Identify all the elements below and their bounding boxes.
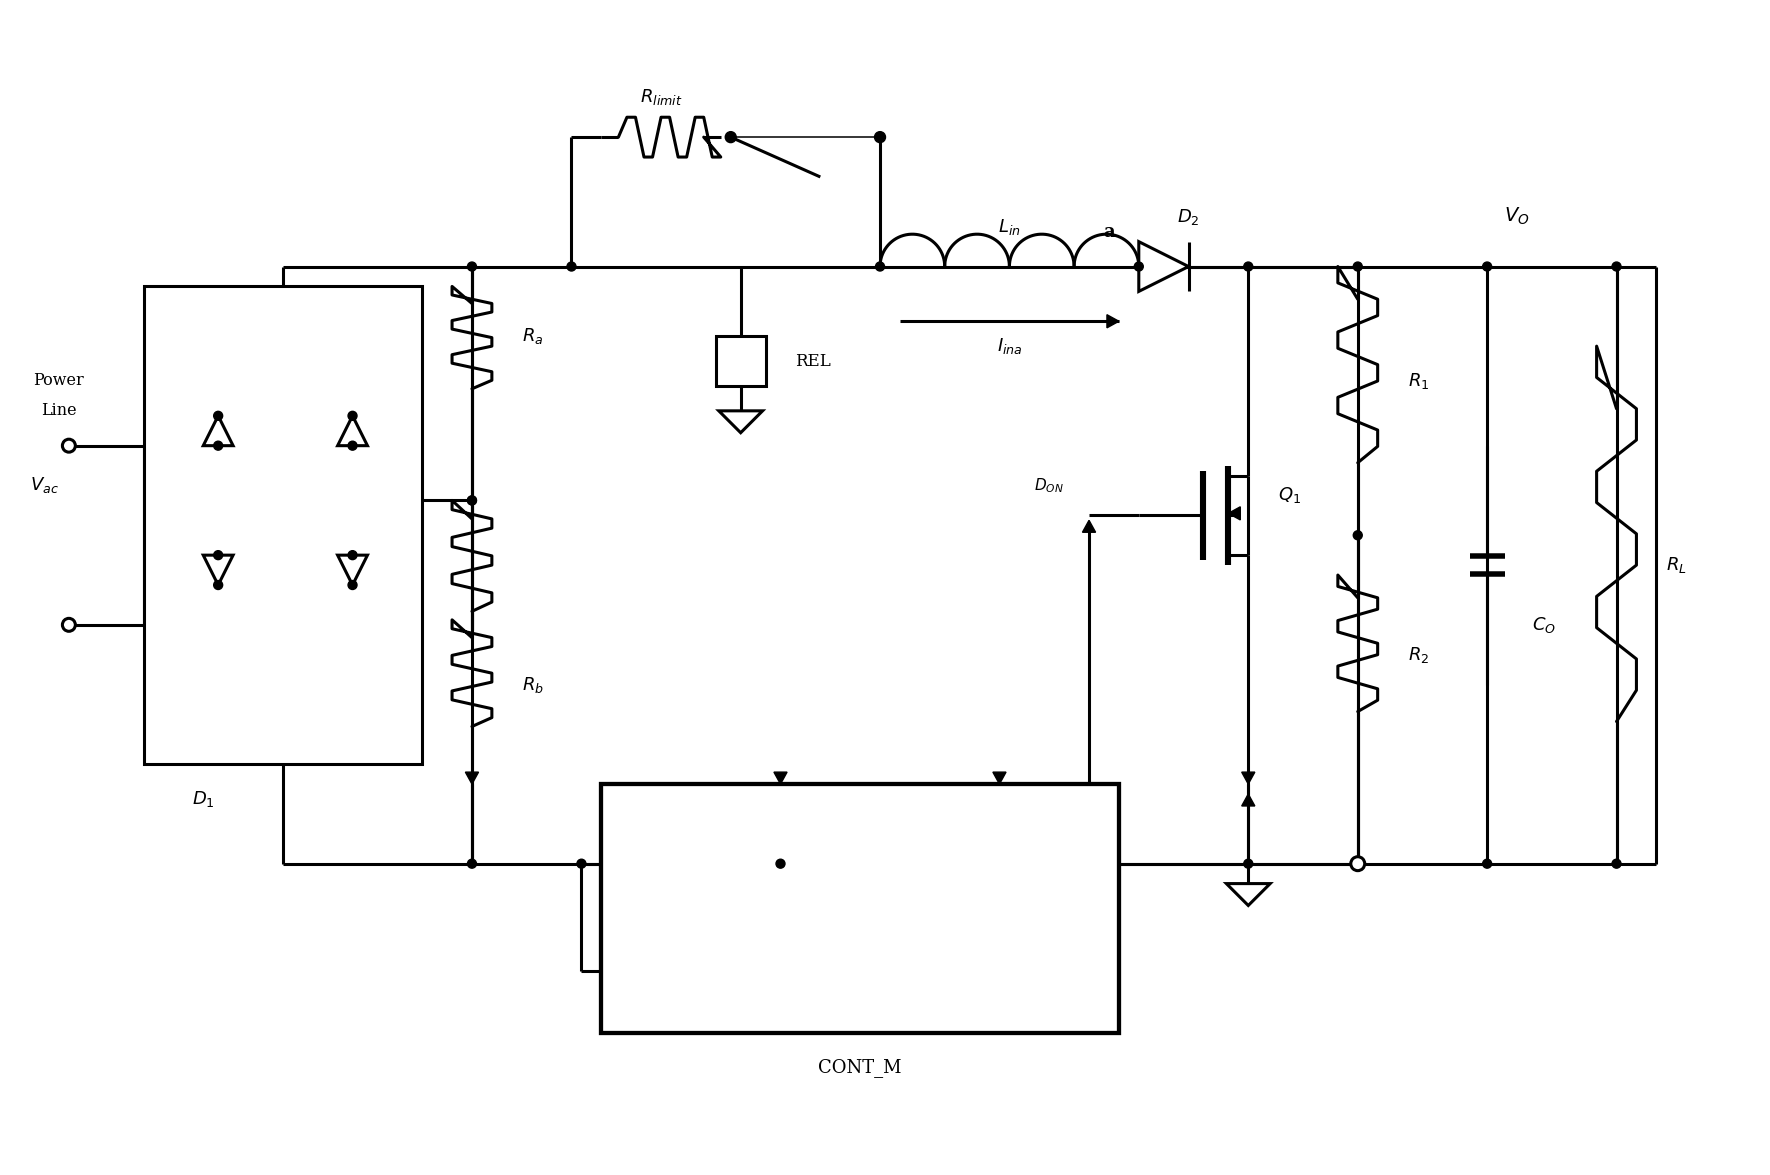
Text: $D_{ON}$: $D_{ON}$ [1034, 476, 1064, 495]
Bar [602, 784, 1119, 1033]
Text: $I_{ina}$: $I_{ina}$ [997, 336, 1023, 356]
Text: $Q_1$: $Q_1$ [1278, 485, 1301, 505]
Circle shape [214, 441, 223, 450]
Polygon shape [1138, 242, 1189, 291]
Polygon shape [204, 555, 234, 585]
Polygon shape [1106, 315, 1119, 328]
Circle shape [1354, 859, 1363, 868]
Circle shape [467, 859, 476, 868]
Circle shape [349, 441, 358, 450]
Polygon shape [466, 772, 478, 784]
Text: $R_{limit}$: $R_{limit}$ [639, 87, 683, 107]
Circle shape [1351, 857, 1365, 871]
Polygon shape [338, 416, 368, 445]
Circle shape [1244, 262, 1253, 271]
Circle shape [214, 411, 223, 421]
Text: $R_a$: $R_a$ [522, 327, 543, 347]
Text: Digital: Digital [959, 961, 1020, 980]
Circle shape [214, 551, 223, 559]
Polygon shape [1228, 506, 1241, 519]
Circle shape [467, 262, 476, 271]
Text: $V_O$: $V_O$ [1504, 206, 1529, 228]
Circle shape [876, 262, 885, 271]
Circle shape [214, 580, 223, 590]
Circle shape [349, 411, 358, 421]
Bar [143, 287, 423, 764]
Polygon shape [773, 772, 788, 784]
Circle shape [1612, 859, 1621, 868]
Circle shape [566, 262, 575, 271]
Circle shape [1612, 262, 1621, 271]
Circle shape [1244, 859, 1253, 868]
Text: Line: Line [41, 402, 76, 419]
Text: CONT_M: CONT_M [818, 1059, 903, 1077]
Text: REL: REL [795, 352, 832, 370]
Circle shape [577, 859, 586, 868]
Text: $D_1$: $D_1$ [191, 788, 214, 810]
Polygon shape [338, 555, 368, 585]
Text: $D_2$: $D_2$ [1177, 207, 1200, 227]
Text: I/O: I/O [717, 961, 745, 980]
Circle shape [62, 439, 76, 452]
Text: A/D: A/D [713, 838, 747, 855]
Circle shape [726, 132, 736, 142]
Circle shape [1483, 859, 1492, 868]
Text: Analog: Analog [958, 838, 1021, 855]
Text: $R_b$: $R_b$ [522, 674, 543, 694]
Circle shape [1354, 531, 1363, 539]
Circle shape [874, 132, 885, 142]
Polygon shape [1243, 794, 1255, 806]
Circle shape [467, 496, 476, 505]
Text: Power: Power [34, 372, 85, 389]
Circle shape [349, 551, 358, 559]
Circle shape [1483, 262, 1492, 271]
Text: $R_1$: $R_1$ [1407, 371, 1428, 391]
Text: $R_L$: $R_L$ [1666, 555, 1687, 575]
Text: $V_{ac}$: $V_{ac}$ [30, 476, 58, 496]
Circle shape [62, 618, 76, 631]
Polygon shape [993, 772, 1005, 784]
Text: $C_O$: $C_O$ [1531, 615, 1556, 634]
Text: a: a [1103, 223, 1115, 241]
Polygon shape [1083, 521, 1096, 532]
Text: $L_{in}$: $L_{in}$ [998, 216, 1021, 236]
Polygon shape [719, 411, 763, 432]
Circle shape [775, 859, 784, 868]
Circle shape [1354, 859, 1363, 868]
Bar [715, 336, 766, 385]
Circle shape [349, 580, 358, 590]
Polygon shape [1227, 884, 1271, 906]
Circle shape [1354, 262, 1363, 271]
Polygon shape [204, 416, 234, 445]
Circle shape [467, 496, 476, 505]
Circle shape [1135, 262, 1143, 271]
Text: $R_2$: $R_2$ [1407, 645, 1428, 665]
Polygon shape [1243, 772, 1255, 784]
